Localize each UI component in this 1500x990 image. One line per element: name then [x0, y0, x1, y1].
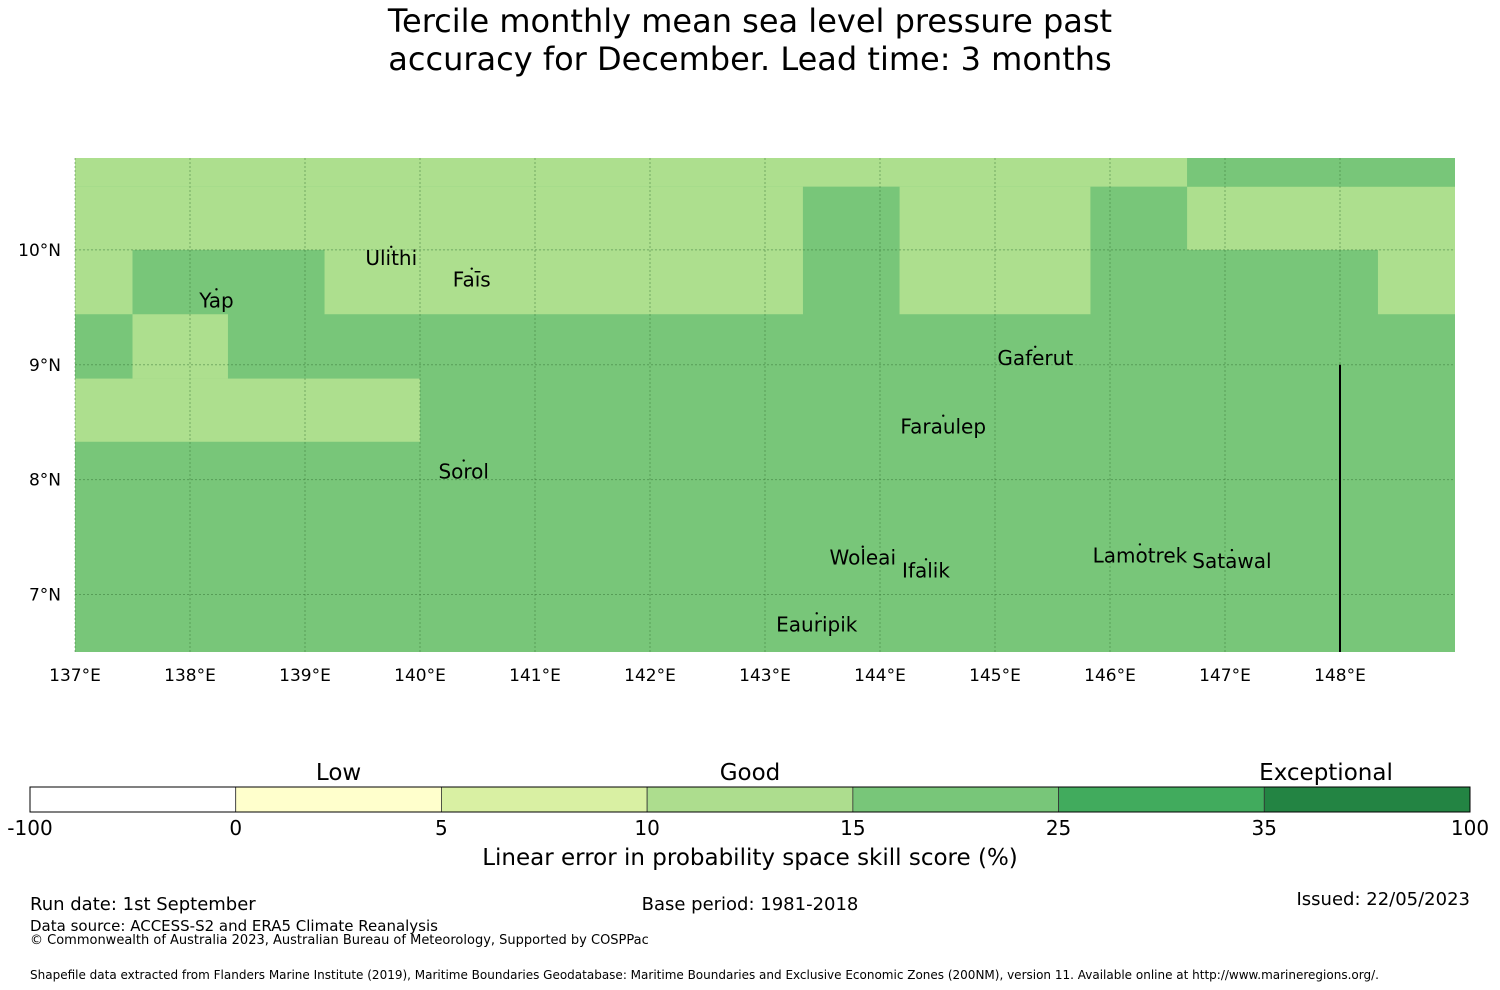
colorbar-tick-label: 5 — [435, 816, 448, 840]
colorbar-tick-label: 35 — [1251, 816, 1278, 840]
colorbar-tick-label: 10 — [634, 816, 660, 840]
island-marker — [815, 612, 818, 615]
legend-category-label: Good — [719, 760, 781, 786]
place-label: Ifalik — [902, 558, 950, 582]
island-marker — [861, 545, 864, 548]
data-source: Data source: ACCESS-S2 and ERA5 Climate … — [30, 917, 438, 935]
place-label: Ulithi — [365, 246, 417, 270]
skill-cell-mid — [1090, 186, 1188, 250]
colorbar-bin — [441, 786, 648, 813]
lat-tick-label: 9°N — [29, 356, 61, 376]
island-marker — [470, 267, 473, 270]
skill-cell-light — [132, 314, 228, 379]
island-marker — [942, 414, 945, 417]
shapefile-credit: Shapefile data extracted from Flanders M… — [30, 968, 1379, 982]
legend-category-label: Low — [315, 760, 362, 786]
island-marker — [924, 558, 928, 561]
place-label: Satawal — [1192, 549, 1271, 573]
colorbar-bin — [1263, 786, 1471, 813]
skill-cell-light — [75, 378, 420, 442]
island-marker — [1138, 543, 1142, 546]
lon-tick-label: 140°E — [394, 666, 446, 686]
island-marker — [462, 459, 465, 462]
colorbar-tick-label: -100 — [7, 816, 53, 840]
lon-tick-label: 137°E — [49, 666, 101, 686]
lon-tick-label: 138°E — [164, 666, 216, 686]
place-label: Eauripik — [776, 612, 858, 636]
place-label: Faraulep — [900, 415, 986, 439]
copyright: © Commonwealth of Australia 2023, Austra… — [30, 933, 649, 948]
colorbar-bin — [646, 786, 854, 813]
skill-cell-mid — [1187, 158, 1455, 187]
skill-cell-light — [1377, 249, 1455, 315]
base-period: Base period: 1981-2018 — [641, 894, 859, 915]
lon-tick-label: 147°E — [1199, 666, 1251, 686]
title-line-2: accuracy for December. Lead time: 3 mont… — [388, 40, 1112, 78]
island-marker — [1230, 548, 1234, 552]
lon-tick-label: 145°E — [969, 666, 1021, 686]
place-label: Faīs — [453, 268, 491, 292]
place-label: Sorol — [438, 460, 489, 484]
lon-tick-label: 139°E — [279, 666, 331, 686]
colorbar-bin — [29, 786, 237, 813]
colorbar-label: Linear error in probability space skill … — [482, 845, 1018, 871]
island-marker — [1034, 345, 1037, 348]
skill-cell-light — [899, 186, 1091, 250]
skill-cell-light — [75, 249, 133, 315]
colorbar-bin — [1058, 786, 1265, 813]
lon-tick-label: 141°E — [509, 666, 561, 686]
colorbar-tick-label: 0 — [229, 816, 243, 840]
place-label: Yap — [198, 288, 233, 312]
skill-cell-light — [1187, 186, 1455, 250]
skill-cell-mid — [802, 186, 900, 250]
colorbar-bin — [235, 786, 442, 813]
skill-cell-light — [899, 249, 1091, 315]
colorbar-outline — [29, 786, 1471, 813]
issued-date: Issued: 22/05/2023 — [1296, 889, 1470, 910]
title-line-1: Tercile monthly mean sea level pressure … — [387, 2, 1113, 40]
lon-tick-label: 148°E — [1314, 666, 1366, 686]
place-label: Woleai — [829, 546, 896, 570]
lat-tick-label: 7°N — [29, 586, 61, 606]
place-label: Lamotrek — [1093, 543, 1188, 567]
colorbar-tick-label: 25 — [1045, 816, 1072, 840]
island-marker — [215, 288, 218, 291]
colorbar-bin — [852, 786, 1059, 813]
skill-cell-light — [75, 186, 803, 250]
lon-tick-label: 143°E — [739, 666, 791, 686]
lon-tick-label: 142°E — [624, 666, 676, 686]
lon-tick-label: 146°E — [1084, 666, 1136, 686]
map-title: Tercile monthly mean sea level pressure … — [0, 2, 1500, 78]
lon-tick-label: 144°E — [854, 666, 906, 686]
colorbar-tick-label: 15 — [840, 816, 866, 840]
lat-tick-label: 8°N — [29, 471, 61, 491]
lat-tick-label: 10°N — [18, 241, 61, 261]
run-date: Run date: 1st September — [30, 894, 256, 915]
island-marker — [390, 245, 393, 249]
legend-category-label: Exceptional — [1259, 760, 1393, 786]
skill-cell-light — [324, 249, 803, 315]
colorbar-tick-label: 100 — [1450, 816, 1490, 840]
place-label: Gaferut — [997, 346, 1073, 370]
